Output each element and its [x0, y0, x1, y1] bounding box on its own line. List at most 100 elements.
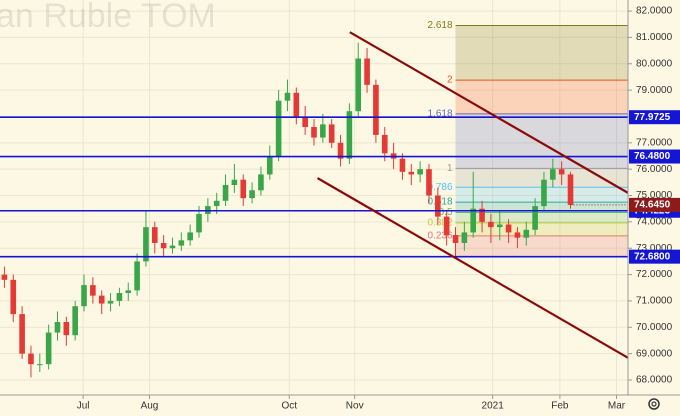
candle-body: [514, 232, 521, 238]
candle-body: [240, 179, 247, 199]
fib-label: 1: [447, 163, 453, 174]
fib-label: 2.618: [427, 20, 452, 31]
candle-body: [417, 169, 423, 175]
fib-band: [455, 80, 628, 114]
candle-body: [54, 322, 61, 333]
candle-body: [178, 240, 185, 246]
x-tick-label: 2021: [482, 401, 505, 412]
candle-body: [143, 227, 149, 262]
y-tick-label: 72.0000: [636, 269, 673, 280]
fib-band: [455, 212, 628, 223]
candle-body: [107, 300, 114, 304]
last-price-tag: [629, 197, 680, 212]
candle-body: [1, 274, 8, 280]
candle-body: [19, 314, 25, 354]
x-tick-label: Feb: [551, 401, 569, 412]
candle-body: [90, 285, 96, 296]
candle-body: [231, 179, 238, 185]
level-tag: [629, 110, 680, 125]
candle-body: [567, 174, 574, 205]
candle-body: [532, 206, 538, 230]
level-label: 72.6800: [634, 251, 671, 262]
candle-body: [488, 221, 494, 228]
candle-body: [293, 92, 300, 117]
candle-body: [134, 261, 140, 291]
fib-band: [455, 25, 628, 81]
candle-body: [320, 124, 326, 138]
candle-body: [461, 232, 468, 243]
y-tick-label: 68.0000: [636, 375, 673, 386]
last-price-label: 74.6450: [634, 200, 671, 211]
candle-body: [364, 58, 370, 85]
candle-body: [523, 229, 530, 238]
y-tick-label: 70.0000: [636, 322, 673, 333]
candle-body: [275, 100, 282, 156]
candle-body: [81, 285, 87, 307]
candle-body: [258, 174, 264, 191]
fib-band: [455, 235, 628, 257]
candle-body: [63, 322, 70, 336]
gear-hub[interactable]: [651, 401, 657, 407]
fib-label: 0.5: [439, 207, 453, 218]
candle-body: [284, 92, 291, 101]
candle-body: [222, 184, 229, 201]
candle-body: [435, 195, 441, 217]
y-tick-label: 77.0000: [636, 137, 673, 148]
candle-body: [541, 179, 547, 207]
fib-label: 0.382: [427, 218, 452, 229]
settings-icon[interactable]: [648, 398, 660, 410]
y-tick-label: 75.0000: [636, 190, 673, 201]
candle-body: [160, 242, 167, 249]
candle-body: [505, 224, 512, 233]
candle-body: [470, 208, 477, 233]
level-label: 76.4800: [634, 151, 671, 162]
x-tick-label: Aug: [141, 401, 159, 412]
y-tick-label: 79.0000: [636, 85, 673, 96]
y-tick-label: 81.0000: [636, 32, 673, 43]
candle-body: [116, 293, 123, 301]
candle-body: [249, 190, 255, 199]
level-label: 77.9725: [634, 112, 671, 123]
candle-body: [151, 227, 158, 243]
candle-body: [28, 353, 34, 365]
candle-body: [558, 169, 565, 175]
y-tick-label: 73.0000: [636, 243, 673, 254]
y-tick-label: 69.0000: [636, 348, 673, 359]
fib-label: 0.236: [427, 230, 452, 241]
candle-body: [550, 169, 556, 180]
y-tick-label: 80.0000: [636, 58, 673, 69]
candle-body: [426, 169, 432, 196]
fib-label: 1.618: [427, 108, 452, 119]
candle-body: [328, 124, 335, 143]
candle-body: [169, 245, 176, 249]
fib-label: 2: [447, 75, 453, 86]
candle-body: [399, 158, 406, 172]
candle-body: [266, 155, 273, 175]
fib-band: [455, 222, 628, 236]
candle-body: [346, 111, 353, 159]
candle-body: [355, 58, 362, 112]
candle-body: [443, 216, 450, 236]
y-tick-label: 71.0000: [636, 296, 673, 307]
gear[interactable]: [648, 398, 660, 410]
candle-body: [196, 213, 202, 233]
candle-body: [213, 200, 220, 207]
candle-body: [337, 142, 344, 159]
candle-body: [302, 116, 308, 128]
candle-body: [37, 364, 43, 366]
level-tag: [629, 249, 680, 264]
candle-body: [311, 127, 317, 138]
channel-line: [349, 31, 629, 194]
y-tick-label: 82.0000: [636, 6, 673, 17]
x-tick-label: Nov: [346, 401, 364, 412]
y-tick-label: 76.0000: [636, 164, 673, 175]
x-tick-label: Jul: [77, 401, 90, 412]
candle-body: [479, 208, 485, 222]
candle-body: [45, 332, 52, 365]
candle-body: [98, 295, 105, 304]
candle-body: [187, 232, 193, 241]
